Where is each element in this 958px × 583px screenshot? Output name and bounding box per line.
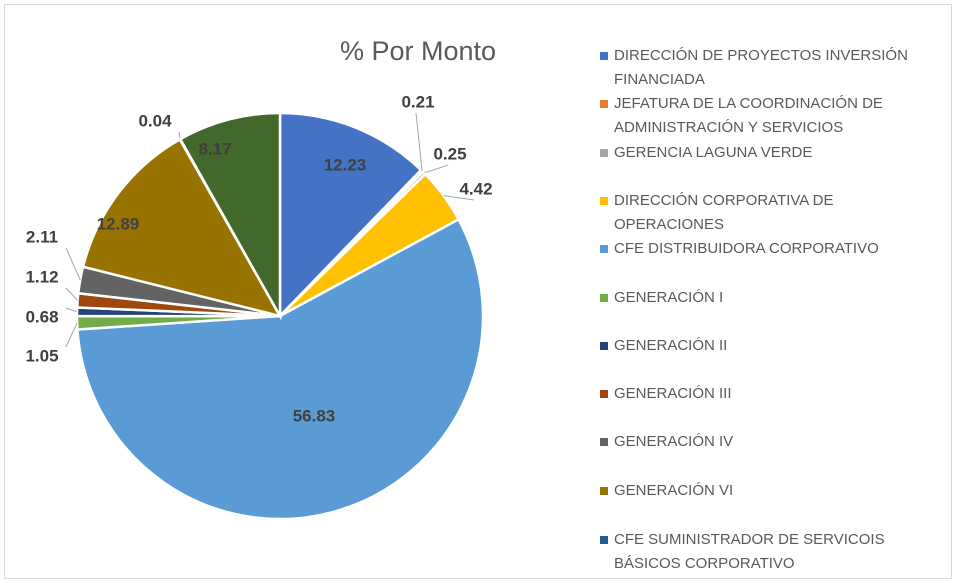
legend-entry: DIRECCIÓN CORPORATIVA DE OPERACIONES	[600, 189, 945, 237]
data-label: 0.21	[401, 92, 434, 111]
legend-swatch	[600, 149, 608, 157]
legend-swatch	[600, 390, 608, 398]
legend-entry: CFE SUMINISTRADOR DE SERVICOIS BÁSICOS C…	[600, 528, 945, 576]
data-label: 1.12	[25, 267, 58, 286]
pie-slice	[81, 137, 283, 318]
legend-entry: DIRECCIÓN DE PROYECTOS INVERSIÓN FINANCI…	[600, 44, 945, 92]
legend-label: GERENCIA LAGUNA VERDE	[614, 144, 813, 161]
legend-label: GENERACIÓN III	[614, 385, 732, 402]
data-label: 1.05	[25, 346, 58, 365]
legend-entry: GENERACIÓN VI	[600, 479, 945, 503]
data-label: 0.25	[433, 144, 466, 163]
leader-line	[65, 307, 78, 313]
data-label: 0.04	[138, 111, 172, 130]
legend-swatch	[600, 487, 608, 495]
legend-label: CFE SUMINISTRADOR DE SERVICOIS BÁSICOS C…	[614, 531, 885, 572]
legend-swatch	[600, 342, 608, 350]
legend-label: GENERACIÓN I	[614, 289, 724, 306]
legend-swatch	[600, 100, 608, 108]
legend-entry: CFE DISTRIBUIDORA CORPORATIVO	[600, 237, 945, 261]
legend-entry: GENERACIÓN I	[600, 286, 945, 310]
legend-entry: JEFATURA DE LA COORDINACIÓN DE ADMINISTR…	[600, 92, 945, 140]
leader-line	[65, 247, 81, 281]
legend-label: JEFATURA DE LA COORDINACIÓN DE ADMINISTR…	[614, 95, 883, 136]
legend-label: DIRECCIÓN DE PROYECTOS INVERSIÓN FINANCI…	[614, 47, 908, 88]
data-label: 0.68	[25, 307, 58, 326]
legend-entry: GENERACIÓN II	[600, 334, 945, 358]
legend-entry: GENERACIÓN IV	[600, 430, 945, 454]
data-label: 8.17	[198, 139, 231, 158]
legend-swatch	[600, 245, 608, 253]
legend-swatch	[600, 536, 608, 544]
chart-title: % Por Monto	[340, 36, 497, 66]
pie-slice	[278, 111, 423, 320]
pie-slice	[178, 111, 282, 321]
data-label: 56.83	[293, 406, 336, 425]
legend-swatch	[600, 294, 608, 302]
data-label: 12.23	[324, 155, 367, 174]
legend-entry: GENERACIÓN III	[600, 382, 945, 406]
leader-line	[415, 112, 423, 172]
leader-line	[423, 164, 449, 174]
legend-label: CFE DISTRIBUIDORA CORPORATIVO	[614, 240, 879, 257]
legend-label: GENERACIÓN VI	[614, 482, 734, 499]
chart-frame	[4, 4, 952, 579]
legend-label: GENERACIÓN II	[614, 337, 728, 354]
leader-line	[65, 287, 78, 301]
legend-entry: GERENCIA LAGUNA VERDE	[600, 141, 945, 165]
data-label: 2.11	[26, 227, 58, 246]
leader-line	[65, 322, 78, 348]
data-label: 12.89	[97, 214, 140, 233]
legend-swatch	[600, 197, 608, 205]
legend-swatch	[600, 52, 608, 60]
legend-label: DIRECCIÓN CORPORATIVA DE OPERACIONES	[614, 192, 834, 233]
legend-label: GENERACIÓN IV	[614, 433, 734, 450]
data-label: 4.42	[459, 179, 492, 198]
leader-line	[443, 195, 475, 201]
legend-swatch	[600, 438, 608, 446]
pie-slice	[76, 217, 485, 521]
